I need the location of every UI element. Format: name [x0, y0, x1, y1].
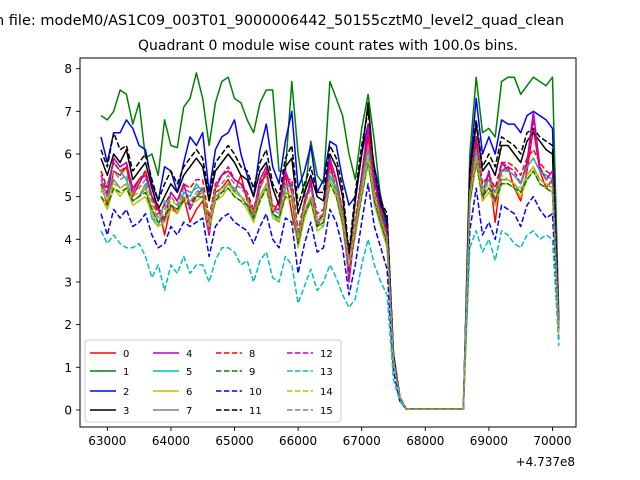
x-tick-label: 70000 — [533, 434, 571, 448]
legend-label-2: 2 — [123, 387, 129, 398]
legend-label-6: 6 — [186, 387, 192, 398]
y-tick-label: 4 — [64, 233, 72, 247]
series-line-10 — [100, 183, 560, 410]
legend-label-8: 8 — [249, 349, 255, 360]
legend-label-7: 7 — [186, 406, 192, 417]
y-tick-label: 3 — [64, 275, 72, 289]
legend-label-14: 14 — [320, 387, 333, 398]
legend-label-11: 11 — [249, 406, 262, 417]
y-tick-label: 1 — [64, 361, 72, 375]
legend-label-9: 9 — [249, 367, 255, 378]
legend-label-13: 13 — [320, 367, 333, 378]
legend-label-12: 12 — [320, 349, 333, 360]
y-tick-label: 6 — [64, 147, 72, 161]
x-tick-label: 67000 — [343, 434, 381, 448]
axis-ticks: 63000 64000 65000 66000 67000 68000 69000 70000… — [64, 62, 571, 448]
legend-label-4: 4 — [186, 349, 192, 360]
y-tick-label: 5 — [64, 190, 72, 204]
suptitle: n file: modeM0/AS1C09_003T01_9000006442_… — [0, 13, 564, 29]
y-tick-label: 7 — [64, 105, 72, 119]
legend-label-10: 10 — [249, 387, 262, 398]
plot-frame — [79, 57, 577, 428]
x-tick-label: 63000 — [88, 434, 126, 448]
legend-label-0: 0 — [123, 349, 129, 360]
legend-box — [84, 339, 342, 423]
legend-label-3: 3 — [123, 406, 129, 417]
y-tick-label: 2 — [64, 318, 72, 332]
x-tick-label: 64000 — [152, 434, 190, 448]
x-tick-label: 65000 — [215, 434, 253, 448]
x-tick-label: 68000 — [406, 434, 444, 448]
y-tick-label: 0 — [64, 403, 72, 417]
series-line-13 — [100, 230, 560, 410]
chart-title: Quadrant 0 module wise count rates with … — [138, 38, 518, 54]
series-layer — [100, 72, 560, 410]
series-line-15 — [100, 144, 560, 410]
x-offset-label: +4.737e8 — [516, 455, 575, 469]
y-tick-label: 8 — [64, 62, 72, 76]
x-tick-label: 69000 — [470, 434, 508, 448]
x-tick-label: 66000 — [279, 434, 317, 448]
series-line-11 — [100, 110, 560, 410]
series-line-3 — [100, 102, 560, 410]
series-line-1 — [100, 72, 560, 410]
legend-label-1: 1 — [123, 367, 129, 378]
legend-label-5: 5 — [186, 367, 192, 378]
legend-label-15: 15 — [320, 406, 333, 417]
